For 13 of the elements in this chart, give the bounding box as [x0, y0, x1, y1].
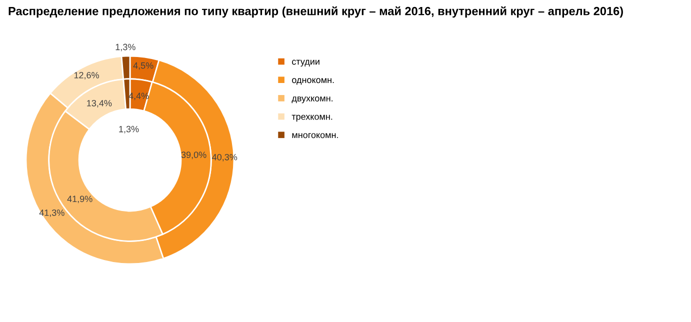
- data-label: 39,0%: [181, 152, 206, 160]
- chart-title: Распределение предложения по типу квартир (внешний круг – май 2016, внутренний круг – апрель 2016): [8, 6, 623, 18]
- data-label: 1,3%: [119, 126, 139, 134]
- legend-label: студии: [292, 60, 320, 67]
- data-label: 13,4%: [87, 100, 112, 108]
- legend-label: трехкомн.: [292, 114, 332, 122]
- data-label: 4,5%: [133, 62, 154, 70]
- data-label: 41,9%: [67, 196, 92, 204]
- legend-label: двухкомн.: [292, 96, 333, 104]
- data-label: 1,3%: [116, 44, 136, 52]
- legend-label: многокомн.: [292, 133, 338, 138]
- data-label: 12,6%: [74, 72, 99, 80]
- legend-label: однокомн.: [292, 78, 334, 85]
